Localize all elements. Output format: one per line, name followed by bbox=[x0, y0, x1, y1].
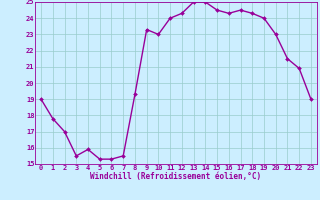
X-axis label: Windchill (Refroidissement éolien,°C): Windchill (Refroidissement éolien,°C) bbox=[91, 172, 261, 181]
